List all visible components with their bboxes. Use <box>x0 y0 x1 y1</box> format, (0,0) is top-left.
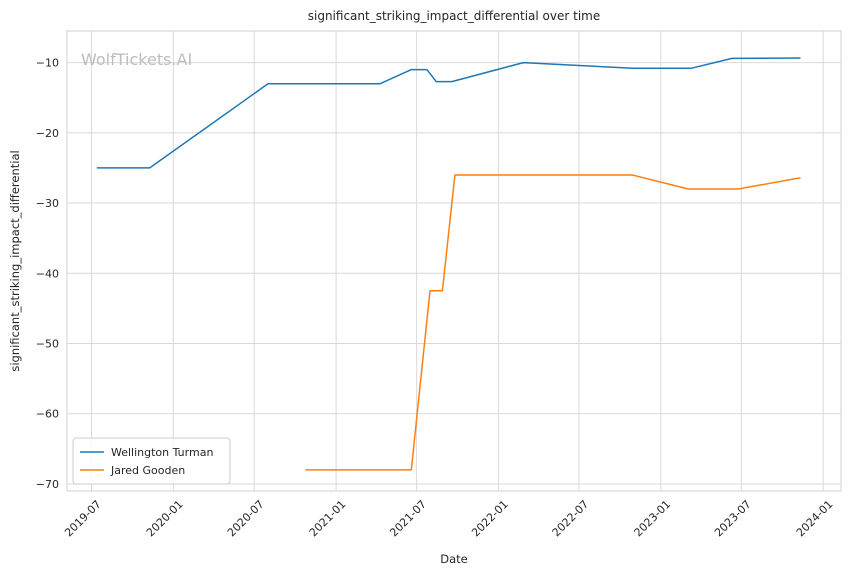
chart-title: significant_striking_impact_differential… <box>308 9 600 23</box>
y-tick-label: −30 <box>36 197 59 210</box>
y-tick-label: −20 <box>36 127 59 140</box>
x-tick-label: 2024-01 <box>794 498 836 540</box>
series-line-jared-gooden <box>305 174 801 471</box>
legend-label-jared-gooden: Jared Gooden <box>110 464 185 477</box>
y-tick-label: −40 <box>36 267 59 280</box>
watermark: WolfTickets.AI <box>81 50 192 69</box>
legend-box <box>72 437 231 485</box>
y-axis-title: significant_striking_impact_differential <box>8 150 22 371</box>
x-tick-label: 2019-07 <box>62 498 104 540</box>
series-lines <box>96 57 801 471</box>
y-tick-label: −50 <box>36 338 59 351</box>
x-tick-label: 2023-07 <box>712 498 754 540</box>
x-tick-labels: 2019-07 2020-01 2020-07 2021-01 2021-07 2022-… <box>62 498 835 540</box>
grid-lines <box>67 31 841 491</box>
x-tick-label: 2022-07 <box>550 498 592 540</box>
plot-area <box>66 30 842 492</box>
legend-label-wellington-turman: Wellington Turman <box>111 446 213 459</box>
y-tick-label: −10 <box>36 57 59 70</box>
x-tick-label: 2023-01 <box>632 498 674 540</box>
legend: Wellington Turman Jared Gooden <box>72 437 231 485</box>
series-line-wellington-turman <box>96 57 801 169</box>
y-tick-label: −70 <box>36 478 59 491</box>
y-tick-label: −60 <box>36 408 59 421</box>
x-tick-label: 2021-01 <box>307 498 349 540</box>
y-tick-labels: −10 −20 −30 −40 −50 −60 −70 <box>36 57 59 491</box>
x-tick-label: 2020-07 <box>225 498 267 540</box>
x-tick-label: 2021-07 <box>387 498 429 540</box>
x-axis-title: Date <box>440 552 468 566</box>
x-tick-label: 2022-01 <box>469 498 511 540</box>
x-tick-label: 2020-01 <box>144 498 186 540</box>
